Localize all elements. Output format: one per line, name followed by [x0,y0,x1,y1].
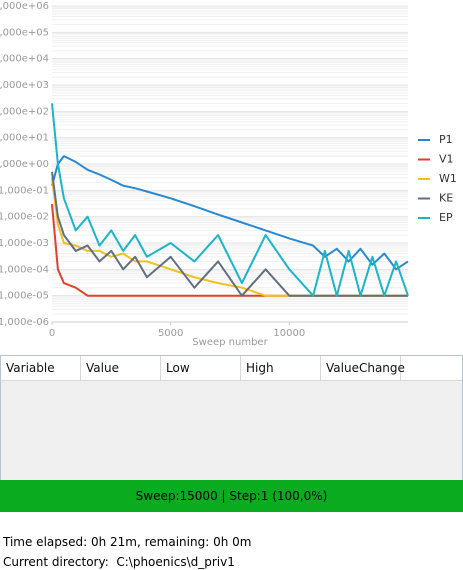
legend-label: W1 [439,172,457,185]
x-axis-label: Sweep number [192,337,268,348]
time-info: Time elapsed: 0h 21m, remaining: 0h 0m [3,535,252,549]
y-tick-label: 1,000e+05 [0,27,49,38]
y-tick-label: 1,000e-05 [0,291,49,302]
legend-label: V1 [439,153,454,166]
column-header[interactable]: Variable [1,356,81,380]
y-tick-label: 1,000e-06 [0,317,49,328]
y-tick-label: 1,000e-04 [0,264,49,275]
status-bar: Sweep:15000 | Step:1 (100,0%) [0,480,463,512]
chart: Sweep number 1,000e-06 1,000e-05 1,000e-04… [0,1,457,348]
x-tick-label: 0 [49,328,55,339]
series-line [51,155,409,271]
x-tick-label: 5000 [158,328,183,339]
y-tick-label: 1,000e-01 [0,185,49,196]
column-header[interactable]: Low [161,356,241,380]
directory-info: Current directory: C:\phoenics\d_priv1 [3,555,235,569]
column-header[interactable]: Value [81,356,161,380]
legend-label: EP [439,211,453,224]
table-header: Variable Value Low High ValueChange [1,356,462,381]
variable-table: Variable Value Low High ValueChange [0,355,463,481]
x-tick-label: 10000 [273,328,305,339]
y-tick-label: 1,000e-02 [0,212,49,223]
legend-label: KE [439,192,453,205]
column-header[interactable]: High [241,356,321,380]
y-tick-label: 1,000e-03 [0,238,49,249]
legend-label: P1 [439,133,453,146]
column-header[interactable]: ValueChange [321,356,405,380]
y-tick-label: 1,000e+00 [0,159,49,170]
y-tick-label: 1,000e+06 [0,1,49,12]
y-tick-label: 1,000e+03 [0,80,49,91]
y-tick-label: 1,000e+04 [0,54,49,65]
y-tick-label: 1,000e+01 [0,133,49,144]
series-line [51,103,409,297]
y-tick-label: 1,000e+02 [0,106,49,117]
